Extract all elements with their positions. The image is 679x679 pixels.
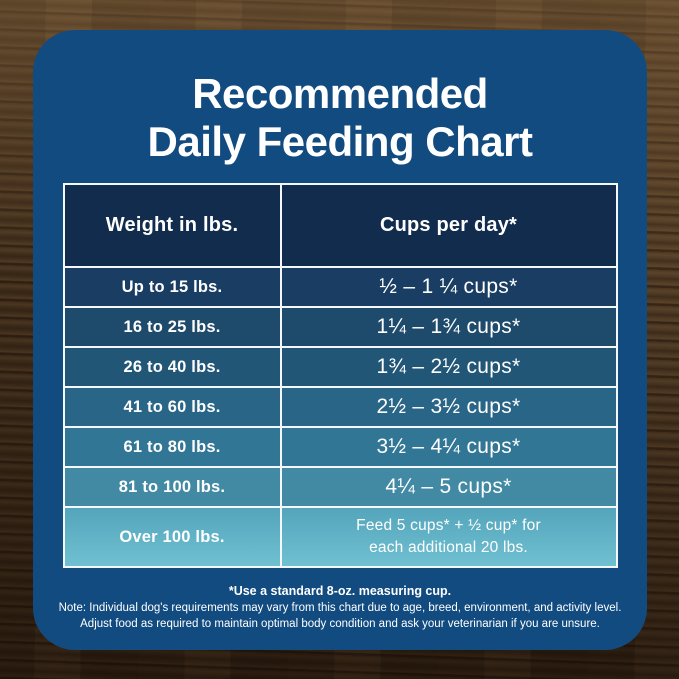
cups-cell-row-3: 1¾ – 2½ cups* [281, 348, 616, 386]
header-cell-cups: Cups per day* [281, 185, 616, 266]
weight-cell-row-6: 81 to 100 lbs. [64, 468, 280, 506]
cups-row-7-line-1: Feed 5 cups* + ½ cup* for [356, 516, 541, 534]
title-line-2: Daily Feeding Chart [147, 118, 533, 165]
cups-cell-row-5: 3½ – 4¼ cups* [281, 428, 616, 466]
header-cell-weight: Weight in lbs. [64, 185, 280, 266]
footnotes: *Use a standard 8-oz. measuring cup. Not… [33, 583, 647, 632]
weight-cell-row-3: 26 to 40 lbs. [64, 348, 280, 386]
footnote-note-line-2: Adjust food as required to maintain opti… [80, 618, 600, 630]
feeding-table: Weight in lbs. Cups per day* Up to 15 lb… [62, 183, 618, 568]
feeding-chart-card: Recommended Daily Feeding Chart Weight i… [33, 30, 647, 650]
footnote-note-line-1: Note: Individual dog's requirements may … [58, 602, 622, 614]
weight-cell-row-1: Up to 15 lbs. [64, 268, 280, 306]
cups-cell-row-2: 1¼ – 1¾ cups* [281, 308, 616, 346]
cups-cell-row-4: 2½ – 3½ cups* [281, 388, 616, 426]
cups-cell-row-7: Feed 5 cups* + ½ cup* for each additiona… [281, 508, 616, 566]
title-line-1: Recommended [192, 70, 488, 117]
weight-cell-row-7: Over 100 lbs. [64, 508, 280, 566]
cups-cell-row-6: 4¼ – 5 cups* [281, 468, 616, 506]
cups-cell-row-1: ½ – 1 ¼ cups* [281, 268, 616, 306]
weight-cell-row-5: 61 to 80 lbs. [64, 428, 280, 466]
weight-cell-row-2: 16 to 25 lbs. [64, 308, 280, 346]
cups-row-7-line-2: each additional 20 lbs. [369, 539, 528, 556]
weight-cell-row-4: 41 to 60 lbs. [64, 388, 280, 426]
page-title: Recommended Daily Feeding Chart [33, 70, 647, 166]
footnote-measuring-cup: *Use a standard 8-oz. measuring cup. [228, 584, 452, 598]
